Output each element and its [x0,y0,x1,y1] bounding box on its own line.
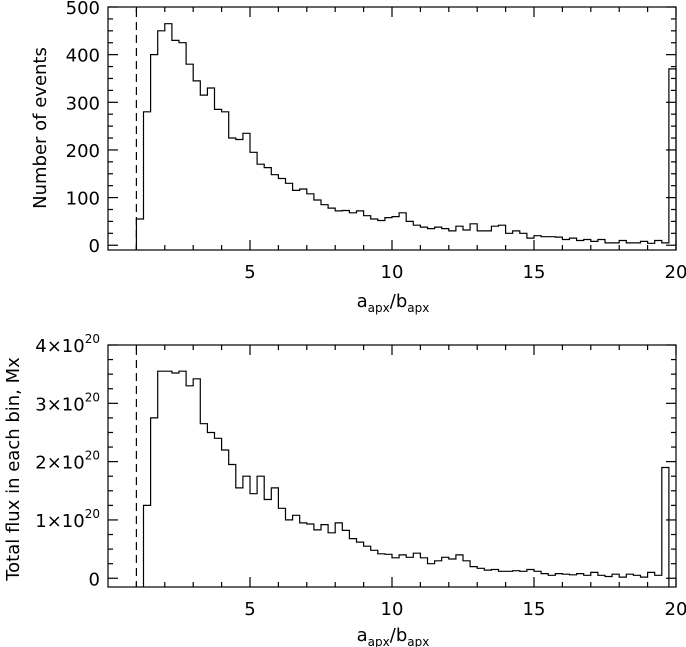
bottom-y-tick-label: 0 [89,569,100,590]
bottom-x-tick-label: 10 [381,599,404,620]
top-y-ticks: 0 100 200 300 400 500 [66,0,676,257]
top-x-tick-label: 5 [244,262,255,283]
bottom-y-ticks: 0 1×1020 2×1020 3×1020 4×1020 [35,332,676,590]
bottom-x-tick-label: 20 [665,599,686,620]
top-y-tick-label: 100 [66,189,100,210]
top-x-tick-label: 15 [523,262,546,283]
top-plot-frame [107,6,677,251]
top-y-tick-label: 0 [89,236,100,257]
bottom-y-tick-label: 3×1020 [35,390,100,415]
top-histogram-series [135,23,677,250]
bottom-y-tick-label: 4×1020 [35,332,100,357]
top-x-tick-label: 20 [665,262,686,283]
bottom-x-ticks: 5 10 15 20 [135,345,686,620]
top-y-tick-label: 400 [66,46,100,67]
bottom-x-axis-label: aapx/bapx [357,625,430,647]
bottom-y-tick-label: 2×1020 [35,449,100,474]
top-y-tick-label: 200 [66,141,100,162]
top-panel: 5 10 15 20 0 100 200 300 400 500 Number of event… [30,0,686,315]
top-x-ticks: 5 10 15 20 [135,7,686,283]
bottom-histogram-series [142,370,670,587]
top-x-axis-label: aapx/bapx [357,291,430,315]
top-y-tick-label: 300 [66,93,100,114]
top-y-tick-label: 500 [66,0,100,19]
bottom-y-tick-label: 1×1020 [35,507,100,532]
bottom-x-tick-label: 15 [523,599,546,620]
top-y-axis-label: Number of events [30,47,51,209]
top-x-tick-label: 10 [381,262,404,283]
bottom-panel: 5 10 15 20 0 1×1020 2×1020 3×1020 4×1020 Total … [3,332,686,647]
bottom-y-axis-label: Total flux in each bin, Mx [3,357,24,582]
bottom-x-tick-label: 5 [244,599,255,620]
